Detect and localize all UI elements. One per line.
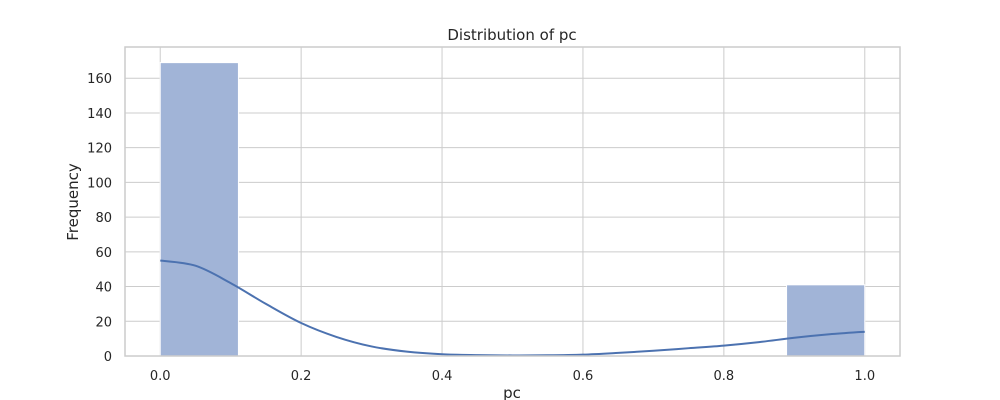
x-axis-title: pc xyxy=(503,384,521,400)
y-tick-label: 120 xyxy=(87,142,112,157)
x-tick-label: 0.2 xyxy=(291,369,312,384)
y-tick-label: 80 xyxy=(95,211,112,226)
plot-frame xyxy=(124,46,901,357)
x-tick-label: 0.6 xyxy=(573,369,594,384)
y-tick-label: 40 xyxy=(95,281,112,296)
kde-line xyxy=(160,259,865,357)
kde-curve xyxy=(160,259,865,357)
y-tick-label: 20 xyxy=(95,315,112,330)
y-axis-title: Frequency xyxy=(64,163,82,241)
grid-lines xyxy=(125,47,900,357)
x-tick-label: 0.8 xyxy=(714,369,735,384)
y-tick-label: 100 xyxy=(87,176,112,191)
y-tick-label: 60 xyxy=(95,246,112,261)
y-tick-label: 140 xyxy=(87,107,112,122)
chart-title: Distribution of pc xyxy=(447,26,576,44)
x-tick-label: 1.0 xyxy=(854,369,875,384)
x-tick-label: 0.4 xyxy=(432,369,453,384)
y-tick-label: 160 xyxy=(87,72,112,87)
x-tick-label: 0.0 xyxy=(150,369,171,384)
y-tick-label: 0 xyxy=(104,350,112,365)
histogram-bar xyxy=(159,62,239,357)
histogram-bars xyxy=(159,62,866,357)
x-axis-ticks: 0.0 0.2 0.4 0.6 0.8 1.0 xyxy=(150,369,875,384)
y-axis-ticks: 0 20 40 60 80 100 120 140 160 xyxy=(87,72,112,365)
histogram-bar xyxy=(786,284,866,357)
